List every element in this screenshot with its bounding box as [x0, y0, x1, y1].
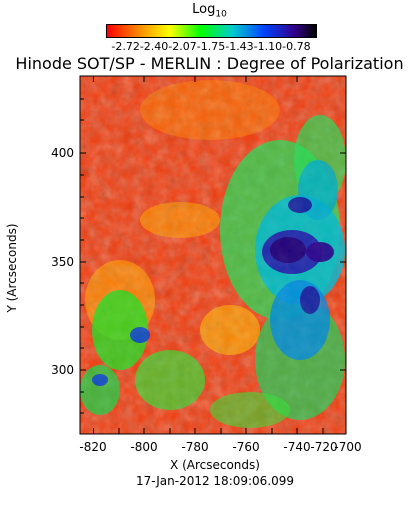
x-axis-ticks [93, 76, 347, 434]
y-tick-label: 300 [51, 363, 74, 377]
colorbar-tick-labels: -2.72-2.40-2.07-1.75-1.43-1.10-0.78 [111, 40, 311, 53]
observation-date: 17-Jan-2012 18:09:06.099 [135, 474, 295, 488]
x-tick-label: -780 [181, 440, 208, 454]
x-axis-label: X (Arcseconds) [170, 458, 260, 472]
map-image [80, 76, 346, 434]
colorbar-label: Log10 [192, 2, 227, 20]
x-tick-label: -760 [232, 440, 259, 454]
x-tick-label: -700 [334, 440, 361, 454]
x-tick-label: -800 [130, 440, 157, 454]
x-tick-label: -720 [310, 440, 337, 454]
y-axis-ticks [80, 98, 346, 414]
y-axis-label: Y (Arcseconds) [5, 223, 19, 313]
y-tick-label: 350 [51, 255, 74, 269]
x-tick-label: -820 [79, 440, 106, 454]
y-tick-label: 400 [51, 146, 74, 160]
x-tick-label: -740 [283, 440, 310, 454]
plot-frame [79, 75, 347, 435]
image-title: Hinode SOT/SP - MERLIN : Degree of Polar… [15, 54, 404, 73]
colorbar [106, 24, 317, 38]
